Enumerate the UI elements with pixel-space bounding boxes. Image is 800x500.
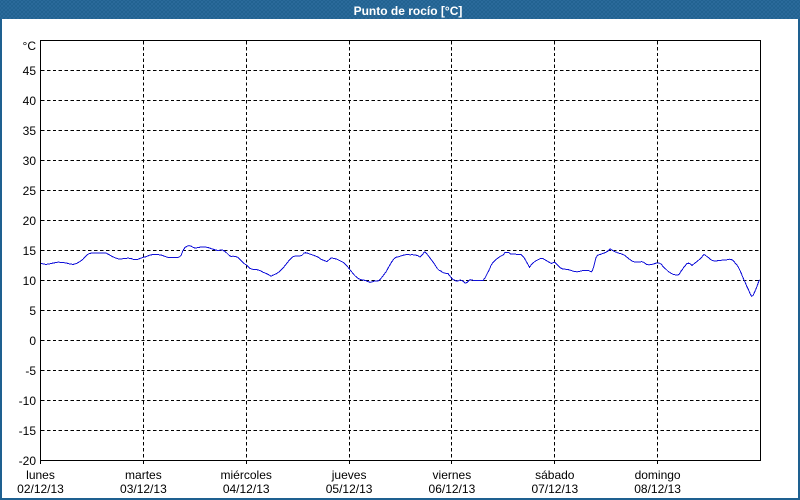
svg-text:35: 35 [23, 124, 37, 138]
svg-text:04/12/13: 04/12/13 [223, 482, 270, 496]
svg-text:07/12/13: 07/12/13 [531, 482, 578, 496]
svg-text:-10: -10 [19, 394, 37, 408]
svg-text:20: 20 [23, 214, 37, 228]
svg-text:-5: -5 [25, 364, 36, 378]
svg-text:martes: martes [125, 468, 162, 482]
svg-text:45: 45 [23, 64, 37, 78]
svg-text:-20: -20 [19, 454, 37, 468]
svg-text:03/12/13: 03/12/13 [120, 482, 167, 496]
svg-text:sábado: sábado [535, 468, 575, 482]
svg-text:viernes: viernes [433, 468, 472, 482]
svg-text:25: 25 [23, 184, 37, 198]
svg-text:0: 0 [29, 334, 36, 348]
svg-text:-15: -15 [19, 424, 37, 438]
svg-text:08/12/13: 08/12/13 [634, 482, 681, 496]
svg-text:lunes: lunes [26, 468, 55, 482]
svg-text:30: 30 [23, 154, 37, 168]
svg-text:15: 15 [23, 244, 37, 258]
svg-text:5: 5 [29, 304, 36, 318]
svg-text:°C: °C [23, 39, 37, 53]
svg-text:40: 40 [23, 94, 37, 108]
svg-text:06/12/13: 06/12/13 [429, 482, 476, 496]
svg-text:miércoles: miércoles [221, 468, 272, 482]
svg-text:jueves: jueves [331, 468, 367, 482]
svg-text:domingo: domingo [635, 468, 681, 482]
svg-text:02/12/13: 02/12/13 [17, 482, 64, 496]
svg-text:10: 10 [23, 274, 37, 288]
svg-text:05/12/13: 05/12/13 [326, 482, 373, 496]
